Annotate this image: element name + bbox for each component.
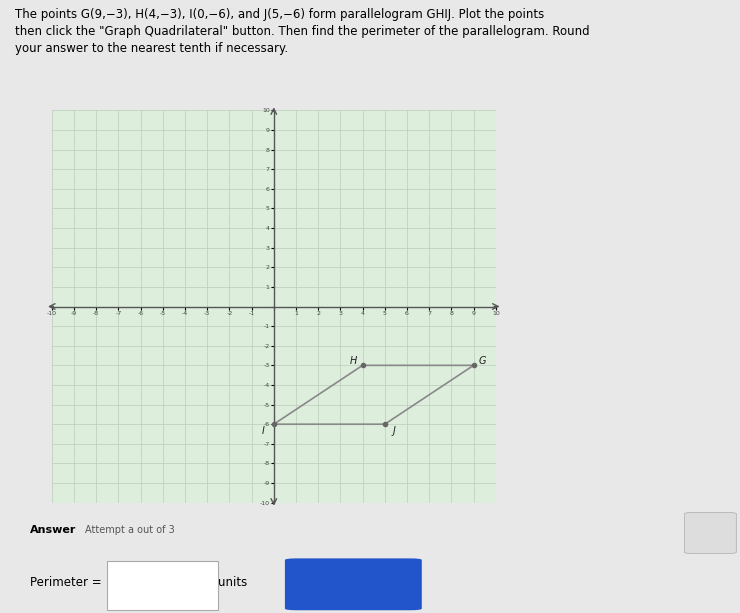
Text: H: H [350,356,357,367]
Text: Answer: Answer [30,525,76,535]
Text: G: G [479,356,486,367]
Text: Click on the graph to plot a point. Click a point to delete it.: Click on the graph to plot a point. Clic… [133,121,441,131]
Text: J: J [392,426,395,436]
Text: Attempt a out of 3: Attempt a out of 3 [85,525,175,535]
Text: The points G(9,−3), H(4,−3), I(0,−6), and J(5,−6) form parallelogram GHIJ. Plot : The points G(9,−3), H(4,−3), I(0,−6), an… [15,8,590,55]
Text: units: units [218,576,248,588]
FancyBboxPatch shape [285,558,422,611]
FancyBboxPatch shape [107,561,218,610]
Text: I: I [261,426,264,436]
Text: Submit Answer: Submit Answer [309,577,398,587]
FancyBboxPatch shape [684,512,736,554]
Text: Perimeter =: Perimeter = [30,576,101,588]
